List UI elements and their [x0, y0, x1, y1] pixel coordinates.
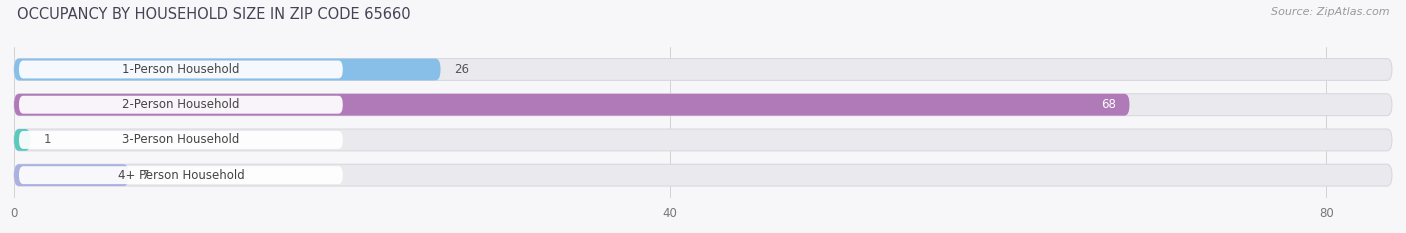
Text: 26: 26 — [454, 63, 468, 76]
Text: 7: 7 — [142, 169, 149, 182]
Text: 2-Person Household: 2-Person Household — [122, 98, 239, 111]
FancyBboxPatch shape — [14, 129, 1392, 151]
FancyBboxPatch shape — [14, 94, 1392, 116]
FancyBboxPatch shape — [20, 96, 343, 114]
Text: 4+ Person Household: 4+ Person Household — [118, 169, 245, 182]
FancyBboxPatch shape — [14, 94, 1129, 116]
FancyBboxPatch shape — [14, 164, 1392, 186]
Text: Source: ZipAtlas.com: Source: ZipAtlas.com — [1271, 7, 1389, 17]
FancyBboxPatch shape — [14, 58, 1392, 80]
FancyBboxPatch shape — [20, 131, 343, 149]
Text: 1-Person Household: 1-Person Household — [122, 63, 239, 76]
Text: 1: 1 — [44, 134, 51, 146]
FancyBboxPatch shape — [14, 58, 440, 80]
FancyBboxPatch shape — [14, 164, 129, 186]
FancyBboxPatch shape — [20, 166, 343, 184]
Text: 3-Person Household: 3-Person Household — [122, 134, 239, 146]
FancyBboxPatch shape — [20, 61, 343, 79]
Text: OCCUPANCY BY HOUSEHOLD SIZE IN ZIP CODE 65660: OCCUPANCY BY HOUSEHOLD SIZE IN ZIP CODE … — [17, 7, 411, 22]
Text: 68: 68 — [1101, 98, 1116, 111]
FancyBboxPatch shape — [14, 129, 31, 151]
